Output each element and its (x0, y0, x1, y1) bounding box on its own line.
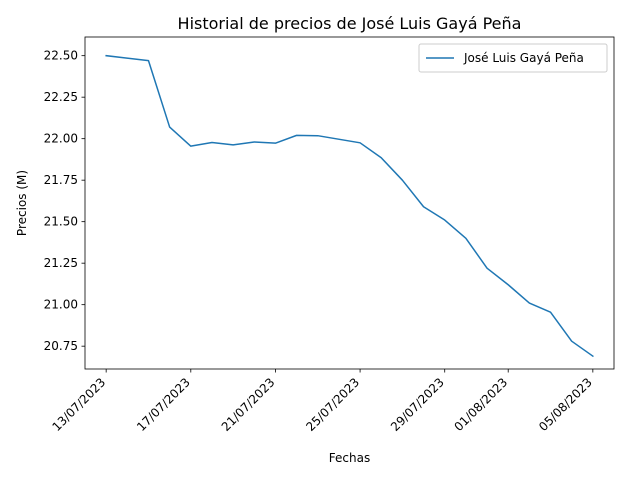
chart-title: Historial de precios de José Luis Gayá P… (178, 14, 522, 33)
y-axis: 20.75 21.00 21.25 21.50 21.75 22.00 22.25 22.50 (44, 49, 85, 353)
y-tick-label: 22.25 (44, 90, 78, 104)
x-tick-label: 29/07/2023 (388, 375, 447, 434)
series-line (105, 54, 594, 358)
x-axis-label: Fechas (329, 451, 370, 465)
legend-box (418, 43, 608, 73)
legend-label: José Luis Gayá Peña (463, 51, 584, 65)
y-tick-label: 21.25 (44, 256, 78, 270)
plot-frame (84, 36, 615, 370)
y-axis-label: Precios (M) (15, 170, 29, 236)
y-tick-label: 21.75 (44, 173, 78, 187)
plot-area (85, 37, 614, 369)
y-tick-label: 22.00 (44, 132, 78, 146)
y-tick-label: 20.75 (44, 339, 78, 353)
x-tick-label: 21/07/2023 (219, 375, 278, 434)
x-tick-label: 01/08/2023 (452, 375, 511, 434)
x-tick-label: 25/07/2023 (303, 375, 362, 434)
y-tick-label: 21.00 (44, 298, 78, 312)
x-tick-label: 13/07/2023 (49, 375, 108, 434)
x-tick-label: 17/07/2023 (134, 375, 193, 434)
x-axis: 13/07/2023 17/07/2023 21/07/2023 25/07/2023… (49, 369, 595, 434)
x-tick-label: 05/08/2023 (536, 375, 595, 434)
data-points (106, 55, 593, 357)
legend: José Luis Gayá Peña (418, 43, 608, 73)
y-tick-label: 21.50 (44, 215, 78, 229)
y-tick-label: 22.50 (44, 49, 78, 63)
